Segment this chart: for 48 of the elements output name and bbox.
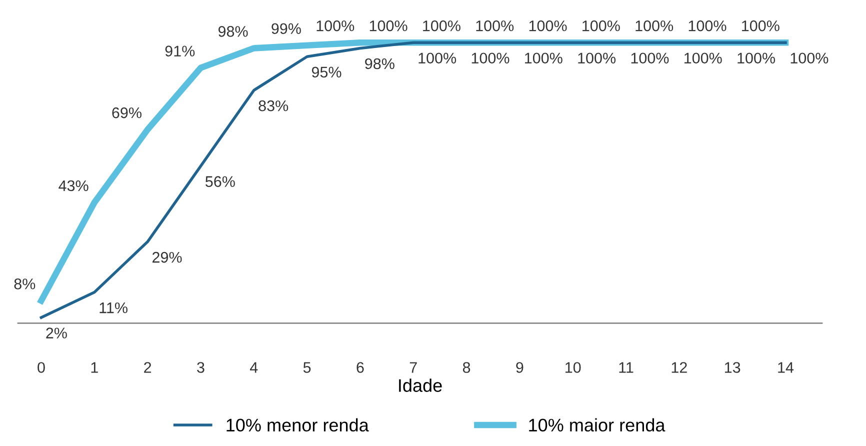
data-label: 2% xyxy=(46,328,67,338)
data-label: 11% xyxy=(100,302,128,314)
data-label: 100% xyxy=(684,52,722,64)
data-label: 8% xyxy=(14,278,36,290)
x-tick-label: 0 xyxy=(38,362,45,373)
data-label: 98% xyxy=(365,58,394,70)
data-label: 100% xyxy=(688,20,726,32)
data-label: 100% xyxy=(423,20,460,32)
x-tick-label: 13 xyxy=(724,362,740,373)
x-tick-label: 12 xyxy=(672,362,687,373)
data-label: 83% xyxy=(258,100,288,112)
data-label: 100% xyxy=(529,20,567,32)
x-tick-label: 2 xyxy=(144,362,152,373)
data-label: 100% xyxy=(370,20,408,32)
x-tick-label: 4 xyxy=(250,362,258,373)
data-label: 98% xyxy=(218,26,248,37)
data-label: 91% xyxy=(165,46,195,56)
data-label: 100% xyxy=(582,20,620,32)
legend-label: 10% maior renda xyxy=(529,418,666,432)
x-tick-label: 7 xyxy=(410,362,417,373)
x-tick-label: 10 xyxy=(566,362,581,373)
data-label: 29% xyxy=(152,252,182,263)
data-label: 95% xyxy=(312,66,342,78)
legend-label: 10% menor renda xyxy=(226,418,369,432)
data-label: 99% xyxy=(272,23,301,34)
data-label: 100% xyxy=(418,52,456,64)
x-tick-label: 6 xyxy=(356,362,364,373)
data-label: 100% xyxy=(316,20,354,32)
data-label: 100% xyxy=(525,52,562,64)
x-tick-label: 9 xyxy=(516,362,524,373)
data-label: 100% xyxy=(738,52,776,64)
data-label: 100% xyxy=(742,20,780,32)
data-label: 100% xyxy=(636,20,674,32)
data-label: 43% xyxy=(58,180,88,192)
data-label: 100% xyxy=(476,20,514,32)
x-tick-label: 14 xyxy=(778,362,794,373)
x-tick-label: 1 xyxy=(91,362,98,373)
data-label: 100% xyxy=(472,52,510,64)
data-label: 100% xyxy=(631,52,669,64)
data-label: 100% xyxy=(790,52,828,64)
x-axis-title: Idade xyxy=(399,378,442,392)
x-tick-label: 5 xyxy=(303,362,311,373)
x-tick-label: 8 xyxy=(462,362,470,373)
data-label: 100% xyxy=(578,52,616,64)
data-label: 56% xyxy=(206,176,235,187)
x-tick-label: 3 xyxy=(197,362,204,373)
x-tick-label: 11 xyxy=(619,362,634,373)
data-label: 69% xyxy=(112,107,142,118)
